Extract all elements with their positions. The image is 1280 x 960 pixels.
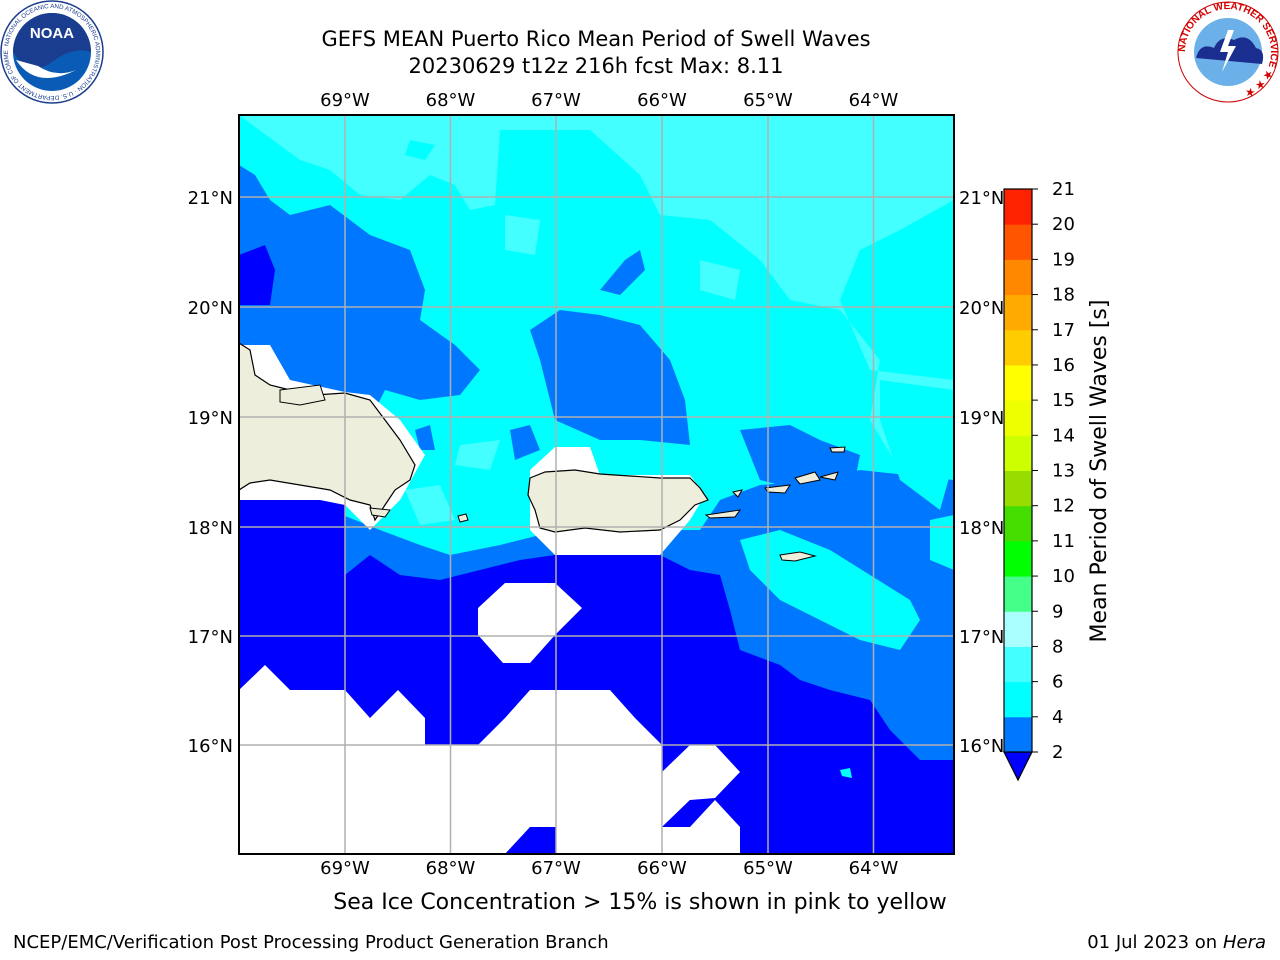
lat-label-left: 21°N (188, 188, 233, 209)
colorbar-tick-label: 21 (1052, 179, 1075, 200)
lon-label-top: 65°W (743, 90, 793, 111)
colorbar-label: Mean Period of Swell Waves [s] (1087, 300, 1112, 643)
colorbar-bin (1004, 189, 1032, 225)
lon-label-bottom: 65°W (743, 858, 793, 879)
land-hispaniola (239, 342, 416, 522)
lat-label-left: 16°N (188, 736, 233, 757)
colorbar-bin (1004, 681, 1032, 718)
masked-south (239, 665, 740, 854)
colorbar-ticks: 2 4 6 8 9 10 11 12 13 14 15 16 17 18 19 20 21 (1032, 179, 1075, 763)
lon-label-top: 66°W (637, 90, 687, 111)
footer-date: 01 Jul 2023 on Hera (1087, 932, 1266, 953)
colorbar-bin (1004, 540, 1032, 577)
lat-label-right: 17°N (959, 627, 1004, 648)
lat-label-right: 21°N (959, 188, 1004, 209)
colorbar-tick-label: 11 (1052, 531, 1075, 552)
contour-fill (239, 115, 954, 854)
colorbar-tick-label: 16 (1052, 355, 1075, 376)
lon-label-top: 67°W (531, 90, 581, 111)
colorbar-tick-label: 19 (1052, 249, 1075, 270)
lat-label-right: 20°N (959, 298, 1004, 319)
lon-label-bottom: 67°W (531, 858, 581, 879)
colorbar-bin (1004, 400, 1032, 436)
lon-label-bottom: 64°W (849, 858, 899, 879)
lat-label-left: 18°N (188, 518, 233, 539)
lat-label-left: 19°N (188, 408, 233, 429)
colorbar-bin (1004, 224, 1032, 260)
footer-credit: NCEP/EMC/Verification Post Processing Pr… (13, 932, 609, 953)
lon-label-top: 68°W (426, 90, 476, 111)
gridlines (239, 115, 954, 854)
colorbar-bin (1004, 435, 1032, 471)
sea-ice-note: Sea Ice Concentration > 15% is shown in … (333, 890, 947, 915)
colorbar-bin (1004, 259, 1032, 296)
lon-label-bottom: 68°W (426, 858, 476, 879)
colorbar-tick-label: 20 (1052, 214, 1075, 235)
colorbar-bin (1004, 505, 1032, 542)
contour-6-8 (239, 115, 954, 470)
colorbar-bin (1004, 294, 1032, 331)
contour-2-4-north (239, 165, 480, 430)
lat-label-right: 16°N (959, 736, 1004, 757)
colorbar-tick-label: 8 (1052, 636, 1063, 657)
chart-title: GEFS MEAN Puerto Rico Mean Period of Swe… (321, 27, 871, 51)
lon-label-bottom: 69°W (320, 858, 370, 879)
footer-date-text: 01 Jul 2023 on (1087, 932, 1223, 953)
colorbar-tick-label: 4 (1052, 707, 1063, 728)
colorbar-tick-label: 15 (1052, 390, 1075, 411)
chart-subtitle: 20230629 t12z 216h fcst Max: 8.11 (408, 54, 784, 78)
land-puerto-rico (527, 469, 709, 533)
lat-label-left: 17°N (188, 627, 233, 648)
colorbar-bin (1004, 470, 1032, 507)
lat-label-left: 20°N (188, 298, 233, 319)
colorbar-tick-label: 14 (1052, 425, 1075, 446)
colorbar-tick-label: 9 (1052, 601, 1063, 622)
lat-label-right: 18°N (959, 518, 1004, 539)
noaa-logo-text: NOAA (30, 25, 74, 42)
lon-label-top: 69°W (320, 90, 370, 111)
colorbar-extension (1003, 751, 1033, 782)
colorbar-tick-label: 17 (1052, 320, 1075, 341)
colorbar-bin (1004, 646, 1032, 683)
nws-logo: NATIONAL WEATHER SERVICE ★ ★ ★ (1177, 1, 1279, 103)
colorbar-tick-label: 6 (1052, 672, 1063, 693)
noaa-logo: NOAA NATIONAL OCEANIC AND ATMOSPHERIC AD… (0, 0, 104, 104)
colorbar-tick-label: 2 (1052, 742, 1063, 763)
colorbar-bin (1004, 611, 1032, 647)
colorbar-bin (1004, 329, 1032, 366)
colorbar-tick-label: 10 (1052, 566, 1075, 587)
footer-host: Hera (1222, 932, 1266, 953)
colorbar-bin (1004, 364, 1032, 401)
colorbar-bin (1004, 716, 1032, 753)
colorbar-bin (1004, 576, 1032, 612)
colorbar-tick-label: 13 (1052, 461, 1075, 482)
colorbar-tick-label: 12 (1052, 496, 1075, 517)
colorbar-tick-label: 18 (1052, 285, 1075, 306)
lon-label-bottom: 66°W (637, 858, 687, 879)
lon-label-top: 64°W (849, 90, 899, 111)
lat-label-right: 19°N (959, 408, 1004, 429)
colorbar (1003, 188, 1033, 782)
map-frame (238, 114, 955, 855)
